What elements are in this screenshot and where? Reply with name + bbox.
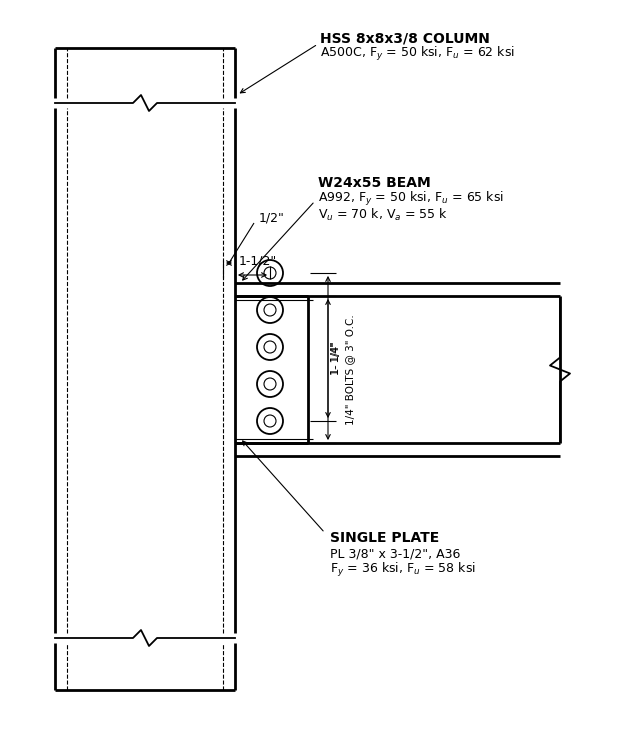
Text: V$_u$ = 70 k, V$_a$ = 55 k: V$_u$ = 70 k, V$_a$ = 55 k xyxy=(318,207,448,223)
Text: SINGLE PLATE: SINGLE PLATE xyxy=(330,531,439,545)
Text: 1/2": 1/2" xyxy=(259,212,285,224)
Text: 1/4" BOLTS @ 3" O.C.: 1/4" BOLTS @ 3" O.C. xyxy=(345,314,355,425)
Text: HSS 8x8x3/8 COLUMN: HSS 8x8x3/8 COLUMN xyxy=(320,31,490,45)
Text: F$_y$ = 36 ksi, F$_u$ = 58 ksi: F$_y$ = 36 ksi, F$_u$ = 58 ksi xyxy=(330,561,476,579)
Text: A992, F$_y$ = 50 ksi, F$_u$ = 65 ksi: A992, F$_y$ = 50 ksi, F$_u$ = 65 ksi xyxy=(318,190,504,208)
Text: 1-1/2": 1-1/2" xyxy=(238,254,277,267)
Text: W24x55 BEAM: W24x55 BEAM xyxy=(318,176,431,190)
Text: 1- 1/4": 1- 1/4" xyxy=(331,342,341,375)
Text: PL 3/8" x 3-1/2", A36: PL 3/8" x 3-1/2", A36 xyxy=(330,548,460,560)
Text: A500C, F$_y$ = 50 ksi, F$_u$ = 62 ksi: A500C, F$_y$ = 50 ksi, F$_u$ = 62 ksi xyxy=(320,45,515,63)
Text: 1- 1/4": 1- 1/4" xyxy=(331,342,341,374)
